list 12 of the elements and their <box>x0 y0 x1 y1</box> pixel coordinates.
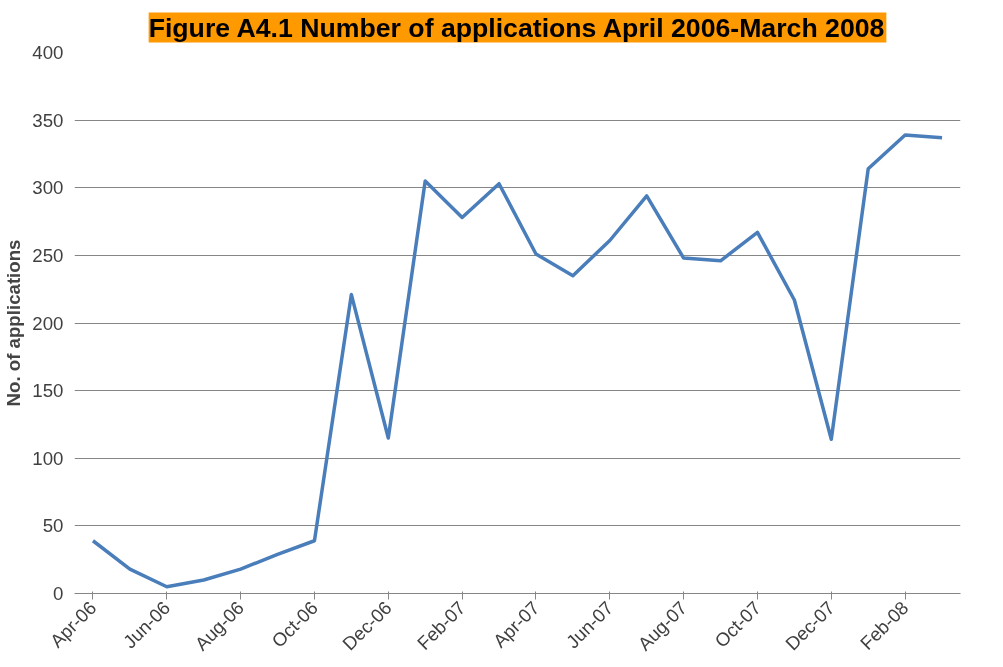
y-tick-label: 0 <box>53 583 64 604</box>
y-tick-label: 100 <box>32 447 64 469</box>
y-axis-title: No. of applications <box>3 239 25 407</box>
y-tick-label: 300 <box>32 177 64 199</box>
y-tick-label: 200 <box>32 312 64 334</box>
y-tick-label: 150 <box>32 380 64 402</box>
y-tick-label: 350 <box>32 109 64 131</box>
chart-title: Figure A4.1 Number of applications April 2006-March 2008 <box>148 12 885 43</box>
line-series <box>91 133 944 589</box>
y-tick-label: 50 <box>42 515 64 537</box>
y-tick-label: 400 <box>32 42 64 63</box>
y-tick-label: 250 <box>32 244 64 266</box>
